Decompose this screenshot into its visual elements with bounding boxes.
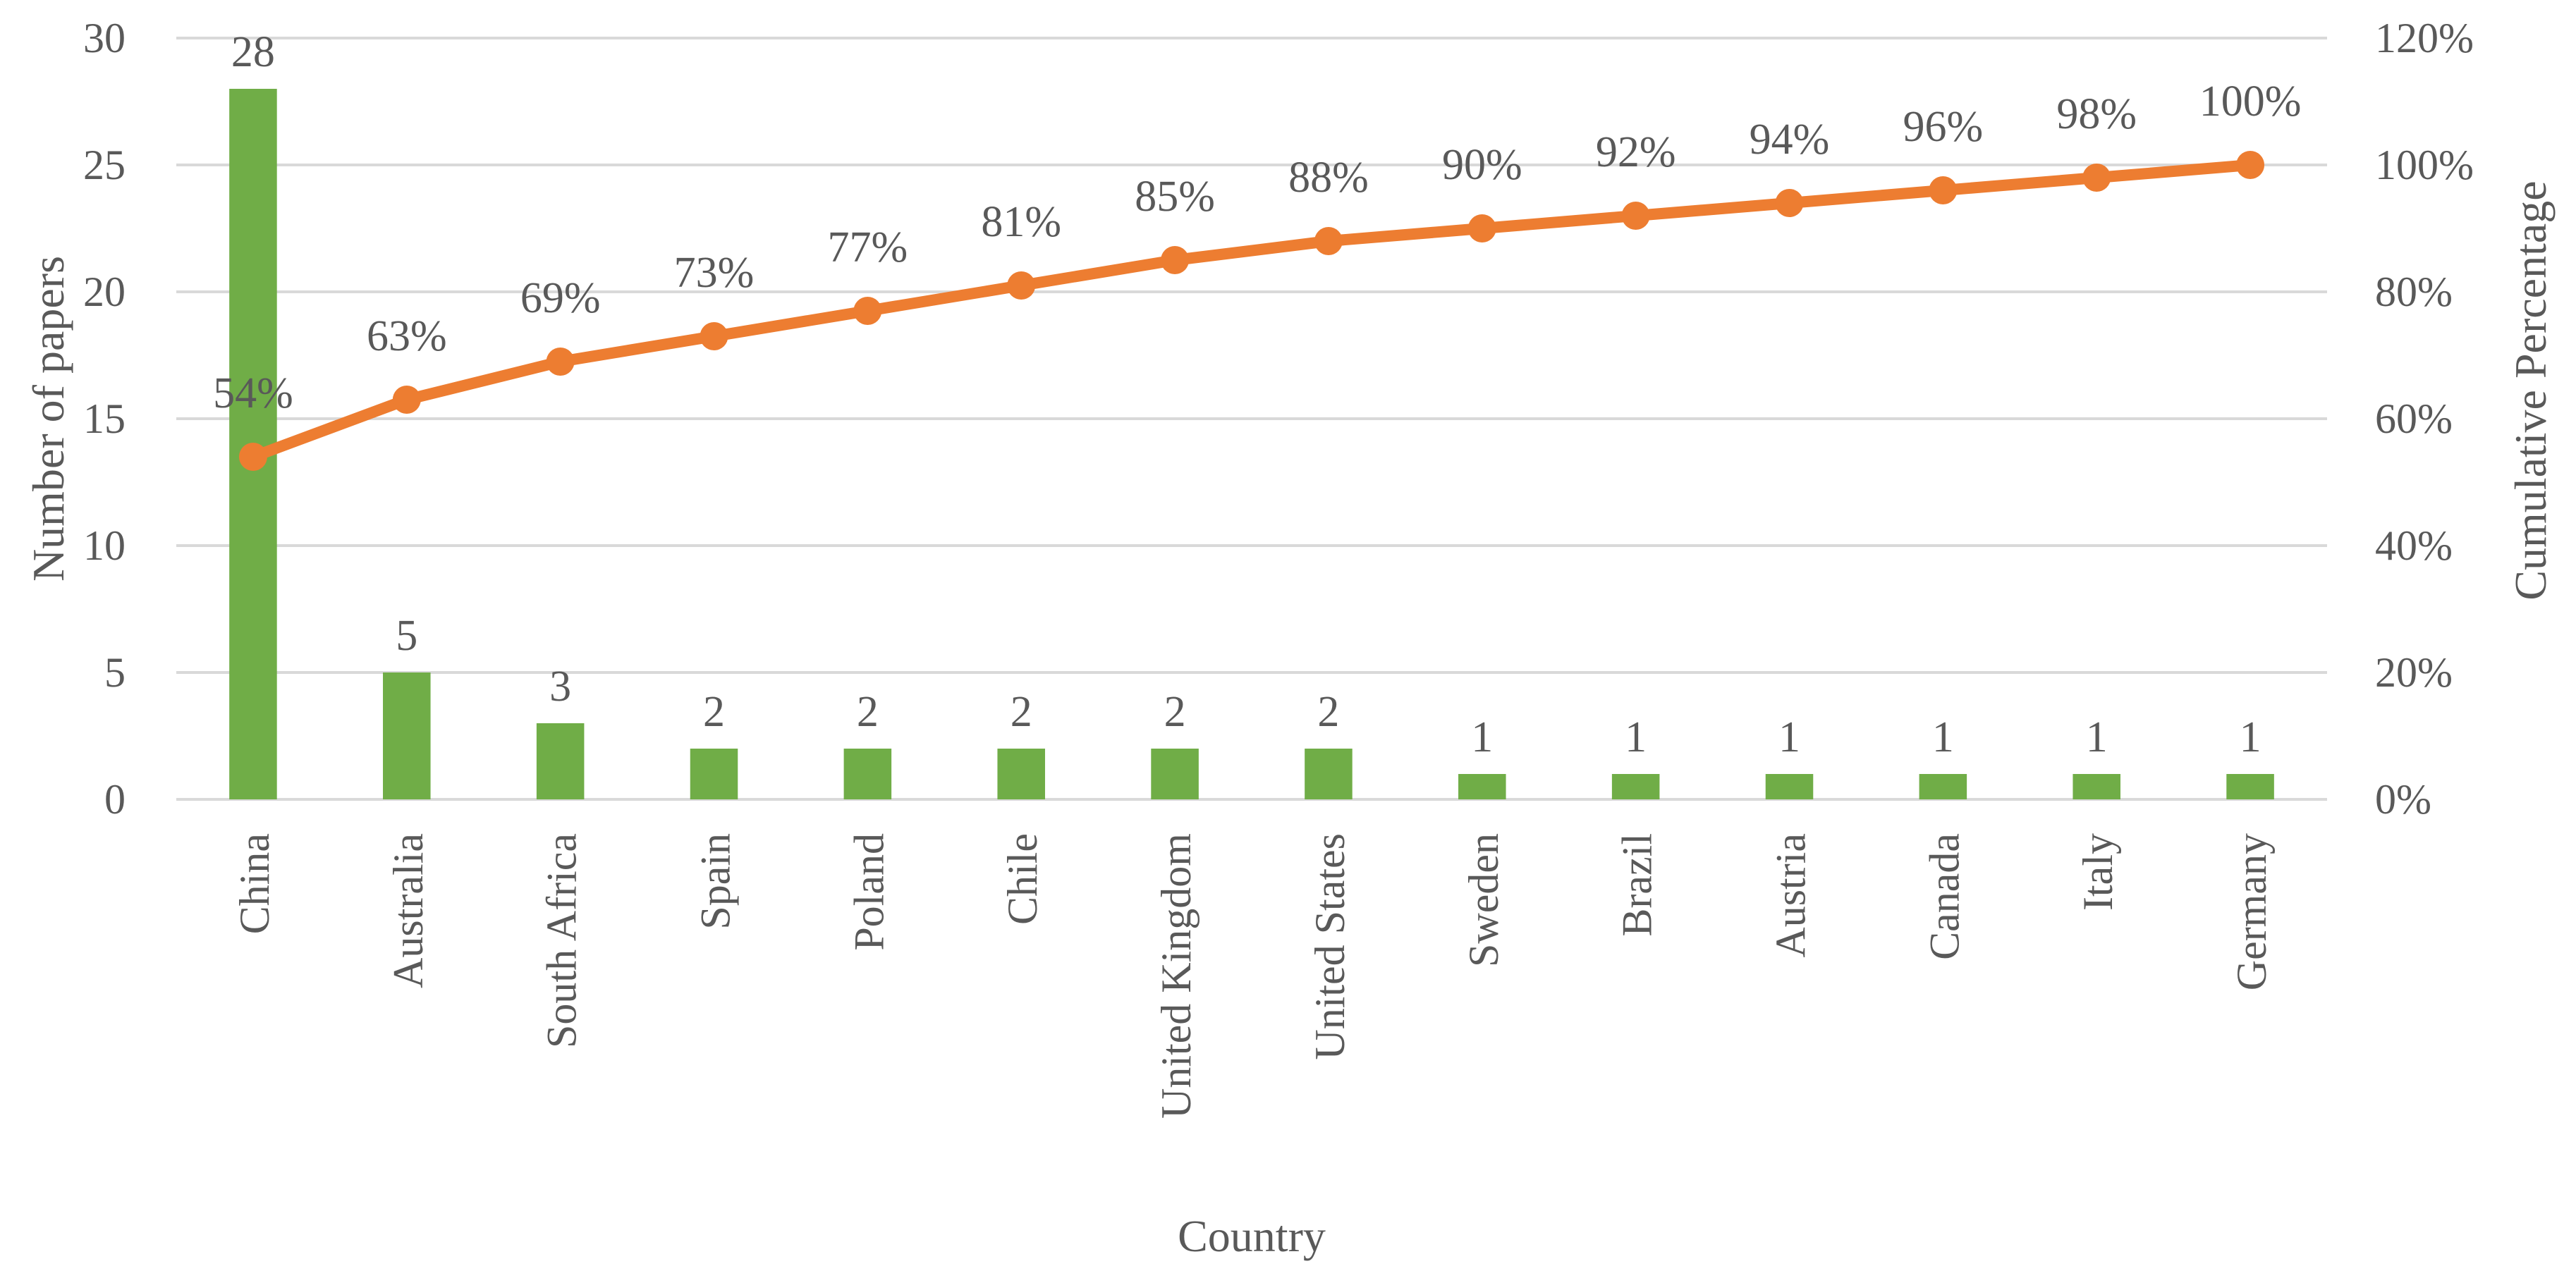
cumulative-value-label: 98%: [2056, 90, 2137, 138]
y-tick-label: 25: [83, 142, 126, 188]
bar-value-label: 1: [1625, 713, 1647, 761]
x-tick-label: Italy: [2075, 833, 2121, 911]
bar: [536, 723, 585, 799]
bar-value-label: 1: [2086, 713, 2108, 761]
y2-tick-label: 20%: [2375, 649, 2453, 696]
line-point: [1007, 271, 1036, 300]
line-point: [1314, 227, 1343, 255]
bar-value-label: 28: [231, 28, 275, 76]
line-point: [853, 297, 882, 325]
y-tick-label: 5: [104, 649, 126, 696]
line-point: [392, 386, 421, 414]
cumulative-value-label: 81%: [981, 198, 1061, 246]
line-point: [1467, 214, 1496, 242]
x-tick-label: Austria: [1768, 833, 1814, 958]
x-tick-label: Australia: [385, 833, 432, 988]
cumulative-value-label: 69%: [520, 274, 601, 322]
y2-axis-title: Cumulative Percentage: [2505, 180, 2556, 600]
bar-value-label: 5: [396, 612, 417, 660]
cumulative-value-label: 63%: [367, 312, 447, 360]
x-tick-label: United Kingdom: [1153, 833, 1200, 1119]
bar: [383, 672, 431, 799]
cumulative-line-series: [238, 151, 2265, 471]
line-point: [546, 348, 575, 376]
bar-series: [229, 89, 2274, 799]
x-tick-label: Brazil: [1614, 833, 1661, 937]
bar-value-label: 2: [703, 688, 725, 736]
line-point: [2236, 151, 2265, 179]
bar: [1765, 774, 1814, 799]
line-point: [1161, 246, 1190, 274]
cumulative-value-label: 77%: [828, 223, 908, 271]
x-tick-label: China: [231, 833, 278, 934]
cumulative-value-label: 96%: [1903, 103, 1984, 151]
line-point: [1775, 189, 1804, 217]
y2-tick-label: 100%: [2375, 142, 2474, 188]
bar-value-label: 1: [1932, 713, 1954, 761]
cumulative-value-label: 90%: [1442, 141, 1522, 189]
cumulative-value-label: 54%: [213, 369, 293, 417]
y-tick-label: 30: [83, 15, 126, 61]
x-tick-label: United States: [1307, 833, 1353, 1060]
cumulative-value-label: 88%: [1288, 154, 1369, 202]
cumulative-line: [247, 159, 2257, 462]
x-tick-label: Sweden: [1460, 833, 1507, 967]
bar: [843, 749, 892, 799]
bar-value-label: 1: [1471, 713, 1493, 761]
y-tick-label: 0: [104, 776, 126, 823]
bar: [2073, 774, 2120, 799]
x-tick-label: Poland: [846, 833, 892, 951]
y-axis-title: Number of papers: [23, 256, 73, 582]
line-point: [700, 322, 728, 350]
y2-tick-label: 60%: [2375, 395, 2453, 442]
cumulative-value-label: 73%: [674, 249, 755, 297]
line-point: [1929, 176, 1958, 204]
bar: [1458, 774, 1506, 799]
y2-tick-label: 0%: [2375, 776, 2431, 823]
y-tick-label: 20: [83, 269, 126, 315]
bar: [997, 749, 1045, 799]
bar: [1305, 749, 1353, 799]
x-tick-label: Canada: [1921, 833, 1967, 960]
bar: [2226, 774, 2274, 799]
bar: [1919, 774, 1967, 799]
y-tick-label: 10: [83, 522, 126, 569]
y2-tick-label: 40%: [2375, 522, 2453, 569]
bar-value-label: 2: [1317, 688, 1339, 736]
y2-tick-label: 120%: [2375, 15, 2474, 61]
bar: [1611, 774, 1660, 799]
data-labels: 28 5 3 2 2 2 2 2 1 1 1 1 1 1 54% 63% 69% 73% 77% 81% 85% 88% 9…: [213, 28, 2301, 761]
bar-value-label: 1: [1778, 713, 1800, 761]
line-point: [238, 443, 267, 471]
gridlines: [176, 37, 2327, 801]
x-axis-title: Country: [1178, 1211, 1326, 1261]
y-tick-label: 15: [83, 395, 126, 442]
y2-tick-label: 80%: [2375, 269, 2453, 315]
cumulative-value-label: 92%: [1596, 128, 1676, 176]
bar-value-label: 2: [1164, 688, 1186, 736]
bar: [690, 749, 738, 799]
line-point: [1621, 202, 1650, 230]
x-tick-label: Spain: [692, 833, 739, 930]
bar: [1151, 749, 1199, 799]
x-tick-label: Germany: [2228, 833, 2275, 990]
x-tick-label: South Africa: [539, 833, 585, 1048]
x-tick-label: Chile: [999, 833, 1046, 925]
cumulative-value-label: 94%: [1750, 116, 1830, 164]
cumulative-value-label: 85%: [1135, 173, 1215, 221]
line-point: [2082, 164, 2111, 192]
bar-value-label: 2: [857, 688, 879, 736]
bar-value-label: 2: [1011, 688, 1032, 736]
cumulative-value-label: 100%: [2199, 78, 2302, 125]
bar-value-label: 1: [2240, 713, 2261, 761]
bar-value-label: 3: [549, 663, 571, 711]
